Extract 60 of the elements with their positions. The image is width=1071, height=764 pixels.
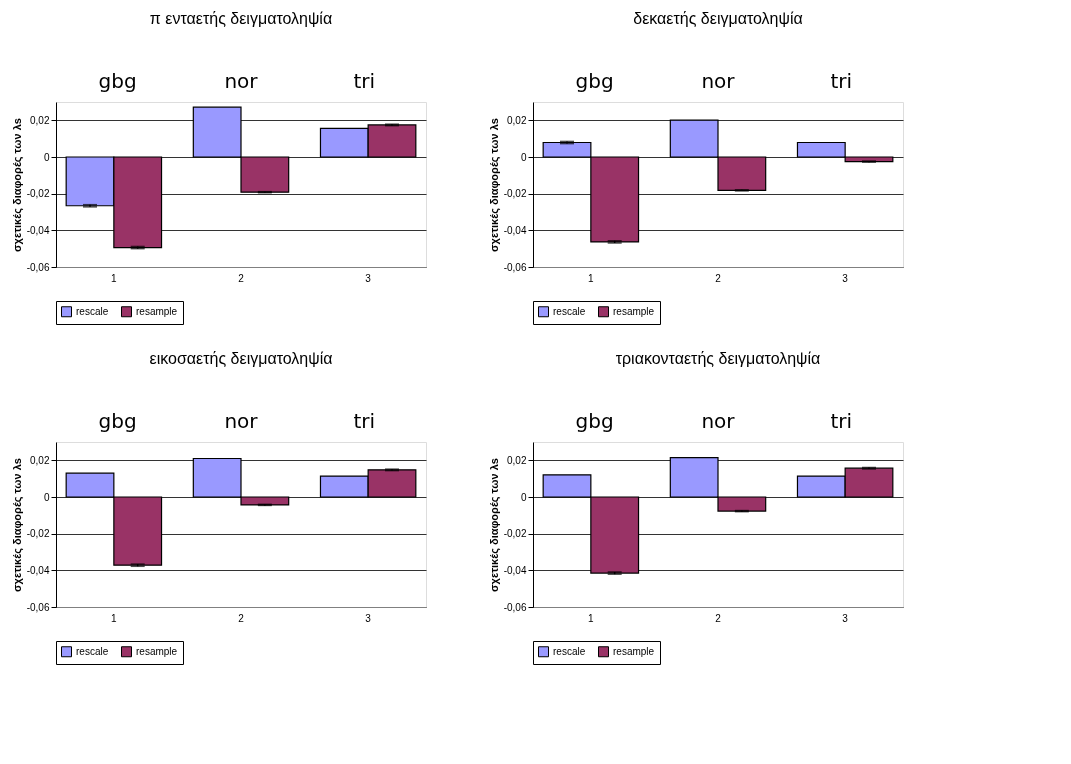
x-tick-label: 3 [842, 272, 849, 284]
y-tick-label: -0,02 [503, 188, 527, 200]
y-tick-label: 0,02 [30, 454, 50, 466]
text: gbg [575, 409, 614, 433]
text: gbg [98, 409, 137, 433]
legend-label: rescale [553, 645, 586, 657]
y-axis-title: σχετικές διαφορές των λs [487, 118, 501, 252]
y-tick-label: 0 [520, 151, 527, 163]
y-axis-title: σχετικές διαφορές των λs [10, 118, 24, 252]
text: nor [701, 409, 736, 433]
y-tick-label: 0 [43, 151, 50, 163]
y-axis-title: σχετικές διαφορές των λs [487, 458, 501, 592]
text: tri [353, 409, 376, 433]
y-axis-title: σχετικές διαφορές των λs [10, 458, 24, 592]
text: gbg [98, 69, 137, 93]
x-tick-label: 3 [365, 272, 372, 284]
legend-label: rescale [553, 305, 586, 317]
y-tick-label: -0,02 [26, 188, 50, 200]
text: tri [353, 69, 376, 93]
chart-title: δεκαετής δειγματοληψία [633, 10, 803, 27]
chart-title: π ενταετής δειγματοληψία [149, 10, 333, 27]
text: nor [224, 69, 259, 93]
y-tick-label: -0,04 [26, 224, 50, 236]
legend-label: resample [613, 305, 655, 317]
x-tick-label: 3 [365, 612, 372, 624]
y-tick-label: -0,06 [503, 261, 527, 273]
chart-title: τριακονταετής δειγματοληψία [615, 350, 821, 367]
x-tick-label: 2 [715, 272, 722, 284]
x-tick-label: 1 [111, 612, 118, 624]
text: gbg [575, 69, 614, 93]
y-tick-label: 0 [43, 491, 50, 503]
legend-label: resample [613, 645, 655, 657]
y-tick-label: -0,06 [26, 261, 50, 273]
y-tick-label: -0,06 [503, 601, 527, 613]
y-tick-label: -0,04 [503, 224, 527, 236]
x-tick-label: 2 [238, 612, 245, 624]
y-tick-label: -0,02 [26, 528, 50, 540]
text: tri [830, 69, 853, 93]
x-tick-label: 1 [588, 272, 595, 284]
y-tick-label: 0,02 [30, 114, 50, 126]
y-tick-label: -0,04 [503, 564, 527, 576]
y-tick-label: -0,06 [26, 601, 50, 613]
y-tick-label: -0,02 [503, 528, 527, 540]
x-tick-label: 1 [111, 272, 118, 284]
x-tick-label: 2 [715, 612, 722, 624]
legend-label: rescale [76, 645, 109, 657]
chart-title: εικοσαετής δειγματοληψία [149, 350, 333, 367]
y-tick-label: 0 [520, 491, 527, 503]
text: tri [830, 409, 853, 433]
text: nor [224, 409, 259, 433]
legend-label: resample [136, 305, 178, 317]
x-tick-label: 3 [842, 612, 849, 624]
legend-label: resample [136, 645, 178, 657]
y-tick-label: 0,02 [507, 114, 527, 126]
y-tick-label: 0,02 [507, 454, 527, 466]
legend-label: rescale [76, 305, 109, 317]
y-tick-label: -0,04 [26, 564, 50, 576]
x-tick-label: 1 [588, 612, 595, 624]
x-tick-label: 2 [238, 272, 245, 284]
text: nor [701, 69, 736, 93]
